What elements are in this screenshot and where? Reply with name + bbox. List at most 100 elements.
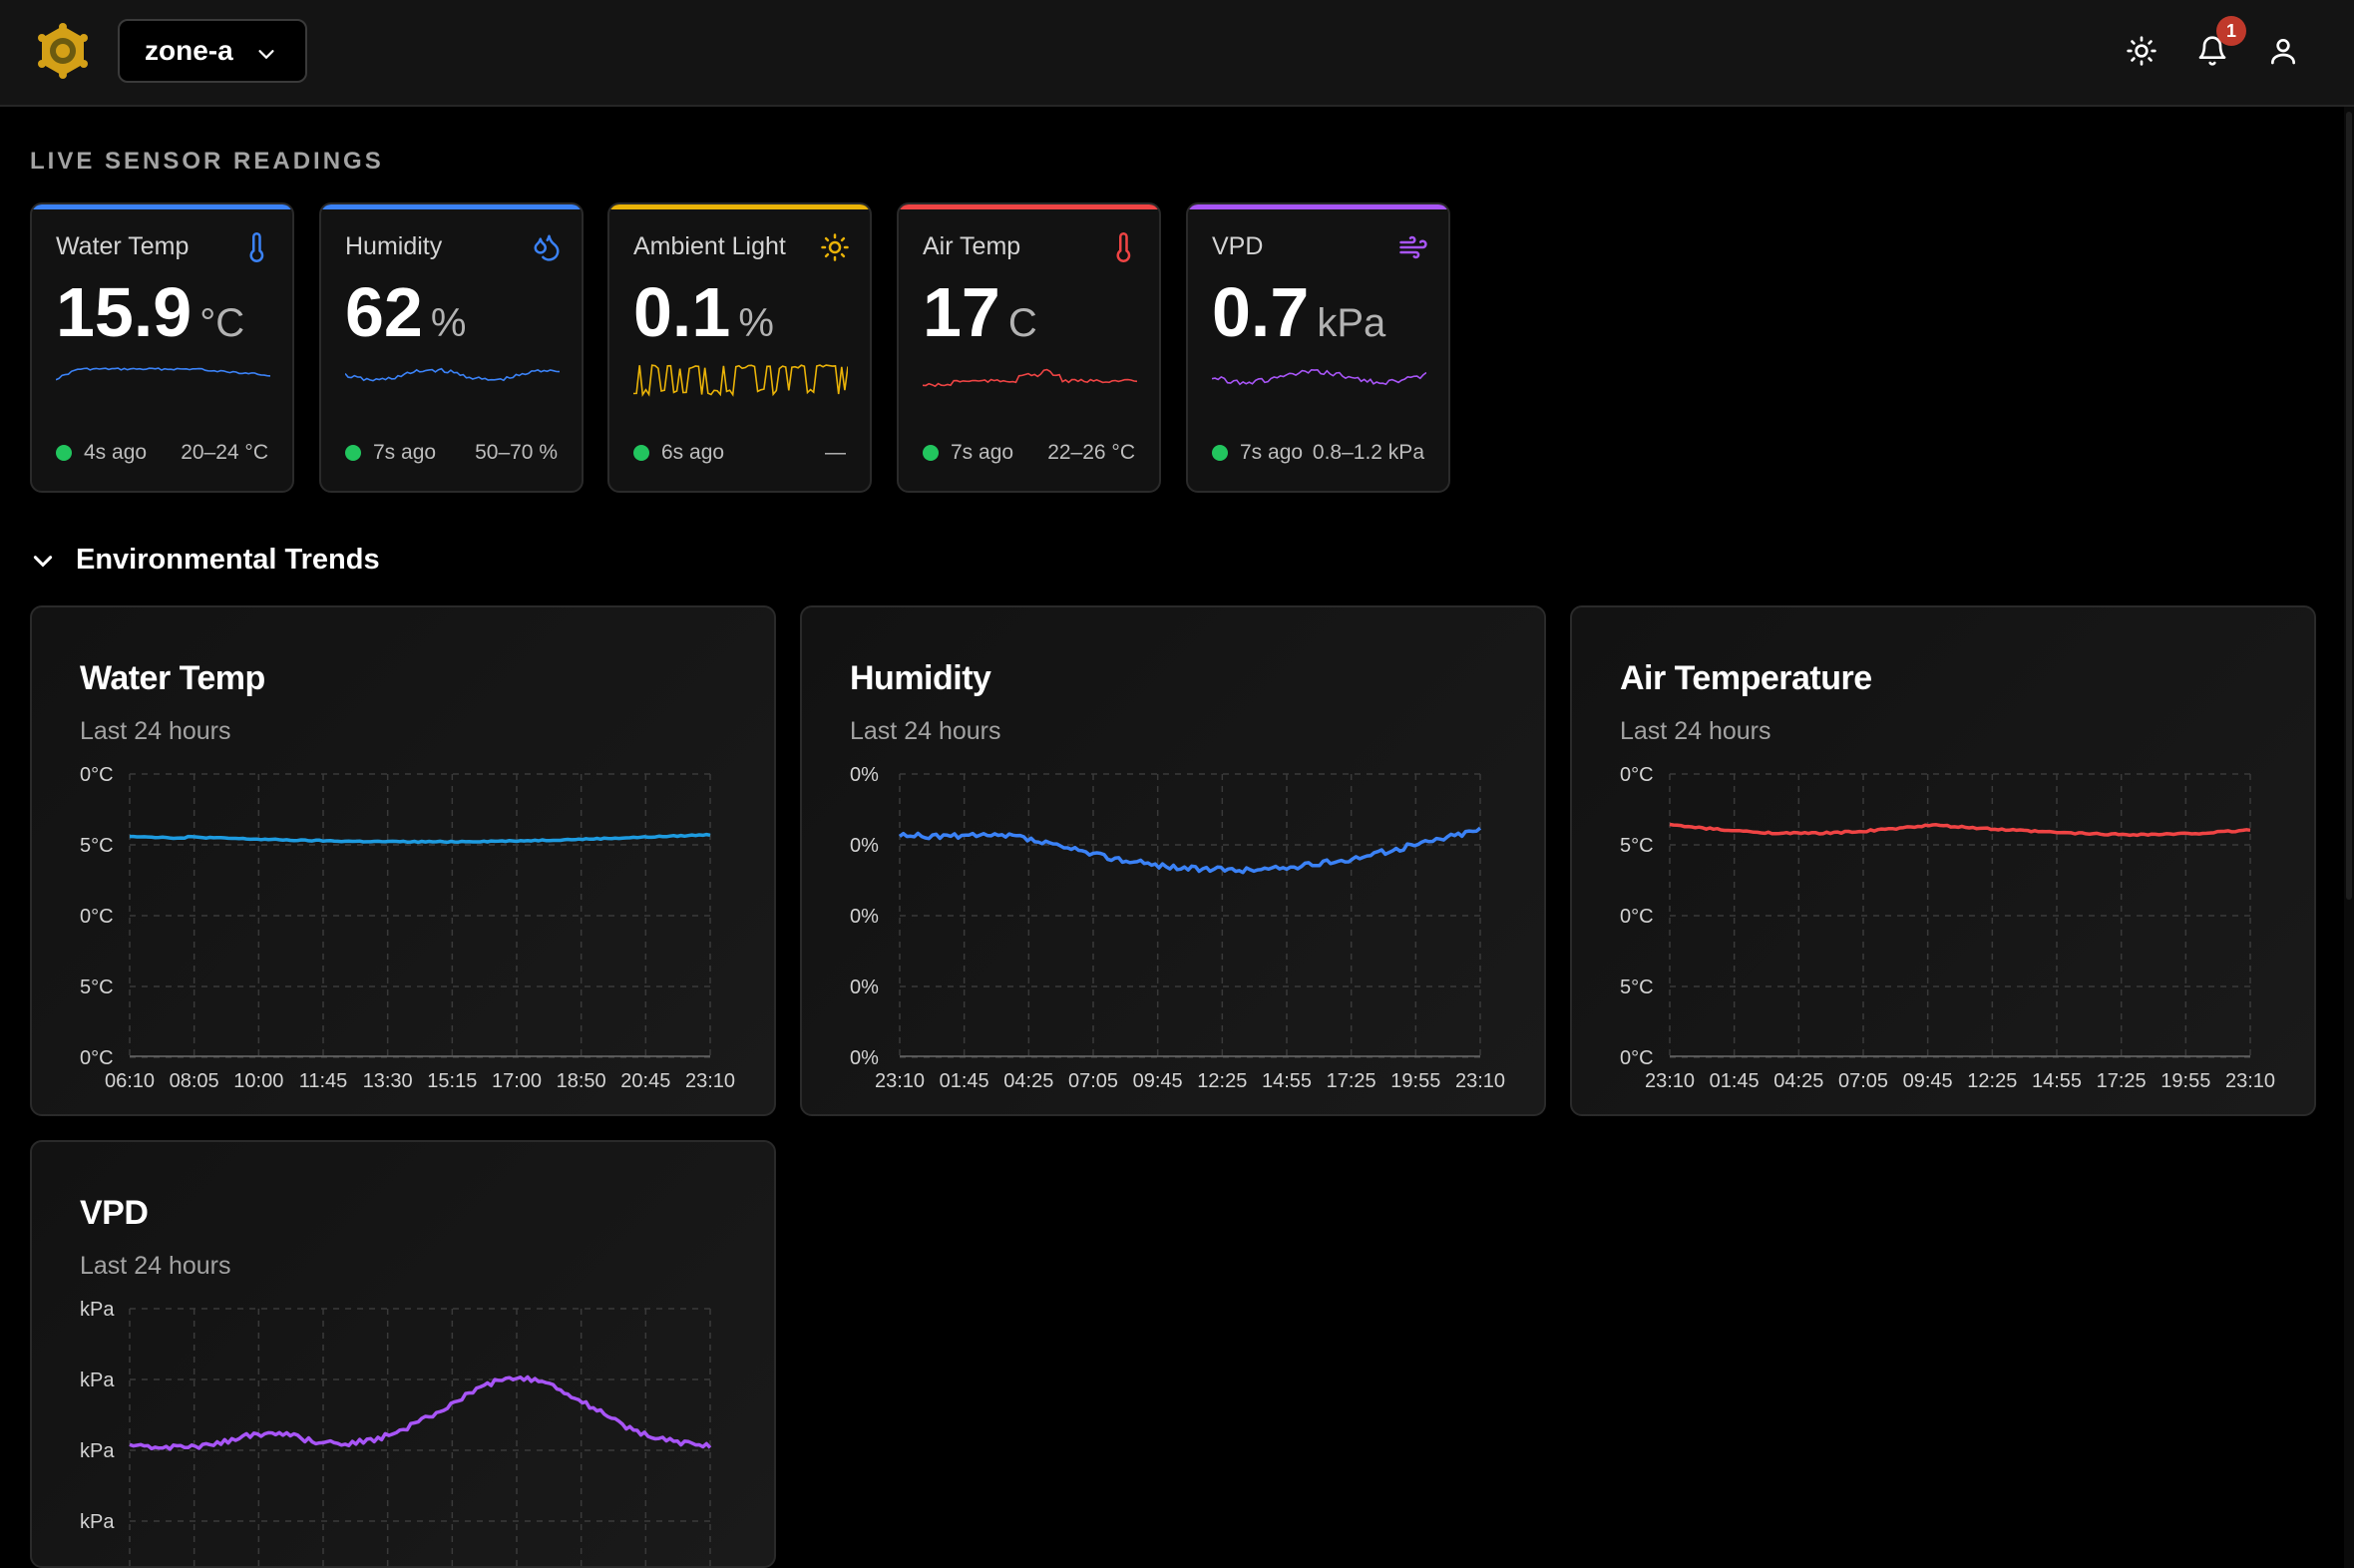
x-axis-label: 18:50: [557, 1070, 606, 1092]
sensor-updated: 4s ago: [84, 441, 148, 464]
app-logo-icon[interactable]: [34, 22, 92, 80]
trend-plot: kPa kPa kPa kPa: [80, 1299, 712, 1566]
chart-title: VPD: [80, 1194, 149, 1232]
trend-plot: 0°C5°C0°C5°C0°C23:10 01:45 04:25 07:05 09:45…: [1620, 764, 2275, 1092]
card-accent-bar: [609, 204, 870, 209]
sensor-sparkline: [1212, 368, 1426, 386]
bell-icon: [2198, 36, 2226, 66]
y-axis-label: 0°C: [80, 764, 114, 786]
x-axis-label: 14:55: [2032, 1070, 2082, 1092]
trend-chart-vpd: kPa kPa kPa kPa VPD Last 24 hours: [30, 1140, 776, 1568]
sensor-sparkline: [345, 367, 560, 382]
x-axis-label: 13:30: [363, 1070, 413, 1092]
chart-subtitle: Last 24 hours: [80, 1252, 231, 1280]
page-scrollbar-thumb[interactable]: [2346, 112, 2352, 900]
chevron-down-icon: [33, 555, 53, 567]
chart-subtitle: Last 24 hours: [850, 717, 1001, 745]
status-dot: [345, 445, 361, 461]
x-axis-label: 20:45: [620, 1070, 670, 1092]
x-axis-label: 14:55: [1262, 1070, 1312, 1092]
sensor-card-humidity[interactable]: Humidity 62% 7s ago 50–70 %: [319, 202, 584, 493]
sensor-value: 0.1%: [633, 272, 774, 352]
environmental-trends-toggle[interactable]: Environmental Trends: [30, 544, 380, 577]
x-axis-label: 19:55: [2160, 1070, 2210, 1092]
y-axis-label: 0%: [850, 1047, 879, 1069]
sensor-sparkline: [633, 364, 848, 398]
zone-select[interactable]: zone-a: [118, 19, 307, 83]
sensor-value: 15.9 °C: [56, 272, 244, 352]
x-axis-label: 09:45: [1133, 1070, 1183, 1092]
sensor-status: 6s ago: [633, 441, 724, 465]
y-axis-label: 0%: [850, 764, 879, 786]
sensor-card-water-temp[interactable]: Water Temp 15.9 °C 4s ago 20–24 °C: [30, 202, 294, 493]
chart-title: Humidity: [850, 659, 991, 697]
x-axis-label: 08:05: [170, 1070, 219, 1092]
y-axis-label: 5°C: [80, 835, 114, 857]
notification-badge: 1: [2216, 16, 2246, 46]
sensor-value-number: 62: [345, 273, 423, 351]
y-axis-label: 0%: [850, 977, 879, 998]
y-axis-label: kPa: [80, 1299, 115, 1321]
y-axis-label: kPa: [80, 1511, 115, 1533]
trend-series-line: [129, 1374, 712, 1451]
thermometer-icon: [1109, 232, 1139, 262]
status-dot: [923, 445, 939, 461]
sensor-range: 50–70 %: [475, 441, 558, 464]
notifications-button[interactable]: [2187, 26, 2237, 76]
x-axis-label: 01:45: [940, 1070, 989, 1092]
y-axis-label: 5°C: [1620, 977, 1654, 998]
y-axis-label: 0°C: [80, 1047, 114, 1069]
x-axis-label: 04:25: [1773, 1070, 1823, 1092]
zone-select-value: zone-a: [145, 35, 233, 66]
x-axis-label: 23:10: [2225, 1070, 2275, 1092]
y-axis-label: 0%: [850, 835, 879, 857]
sensor-status: 4s ago: [56, 441, 147, 465]
chart-title: Water Temp: [80, 659, 265, 697]
sensor-status: 7s ago: [345, 441, 436, 465]
x-axis-label: 01:45: [1710, 1070, 1760, 1092]
x-axis-label: 23:10: [1455, 1070, 1505, 1092]
x-axis-label: 12:25: [1967, 1070, 2017, 1092]
sensor-updated: 7s ago: [951, 441, 1014, 464]
sensor-value: 62%: [345, 272, 466, 352]
trend-series-line: [130, 832, 711, 845]
x-axis-label: 23:10: [685, 1070, 735, 1092]
sensor-range: —: [825, 441, 846, 464]
sensor-range: 22–26 °C: [1047, 441, 1135, 464]
trend-series-line: [898, 826, 1482, 875]
droplets-icon: [532, 232, 562, 262]
sensor-sparkline: [923, 368, 1137, 388]
sensor-card-vpd[interactable]: VPD 0.7 kPa 7s ago 0.8–1.2 kPa: [1186, 202, 1450, 493]
sensor-range: 0.8–1.2 kPa: [1312, 441, 1424, 464]
trend-plot: 0%0%0%0%0%23:10 01:45 04:25 07:05 09:45 12:25…: [850, 764, 1505, 1092]
card-accent-bar: [899, 204, 1159, 209]
trend-chart-humidity: 0% 0% 0% 0% 0% 23:10 01:45 04:25 07:05 09:45 12:25…: [800, 605, 1546, 1116]
x-axis-label: 23:10: [1645, 1070, 1695, 1092]
card-accent-bar: [321, 204, 582, 209]
user-menu-button[interactable]: [2258, 26, 2308, 76]
sensor-card-ambient-light[interactable]: Ambient Light 0.1% 6s ago —: [607, 202, 872, 493]
x-axis-label: 17:25: [2097, 1070, 2147, 1092]
sensor-updated: 6s ago: [661, 441, 725, 464]
theme-toggle-button[interactable]: [2117, 26, 2166, 76]
trend-chart-air-temperature: 0°C 5°C 0°C 5°C 0°C 23:10 01:45 04:25 07:05 09:45…: [1570, 605, 2316, 1116]
sensor-unit: %: [738, 301, 774, 345]
card-accent-bar: [1188, 204, 1448, 209]
y-axis-label: kPa: [80, 1370, 115, 1391]
status-dot: [633, 445, 649, 461]
x-axis-label: 15:15: [427, 1070, 477, 1092]
x-axis-label: 04:25: [1003, 1070, 1053, 1092]
sensor-title: Ambient Light: [633, 232, 786, 260]
sensor-unit: kPa: [1317, 301, 1386, 345]
sensor-title: VPD: [1212, 232, 1264, 260]
sensor-card-air-temp[interactable]: Air Temp 17 C 7s ago 22–26 °C: [897, 202, 1161, 493]
x-axis-label: 10:00: [233, 1070, 283, 1092]
trend-chart-water-temp: 0°C 5°C 0°C 5°C 0°C 06:10 08:05 10:00 11:45 13:30…: [30, 605, 776, 1116]
y-axis-label: 0°C: [80, 906, 114, 928]
sensor-value-number: 0.7: [1212, 273, 1310, 351]
user-icon: [2271, 39, 2295, 65]
sensor-unit: °C: [199, 301, 245, 345]
x-axis-label: 17:00: [492, 1070, 542, 1092]
y-axis-label: 0°C: [1620, 764, 1654, 786]
sensor-value-number: 0.1: [633, 273, 731, 351]
